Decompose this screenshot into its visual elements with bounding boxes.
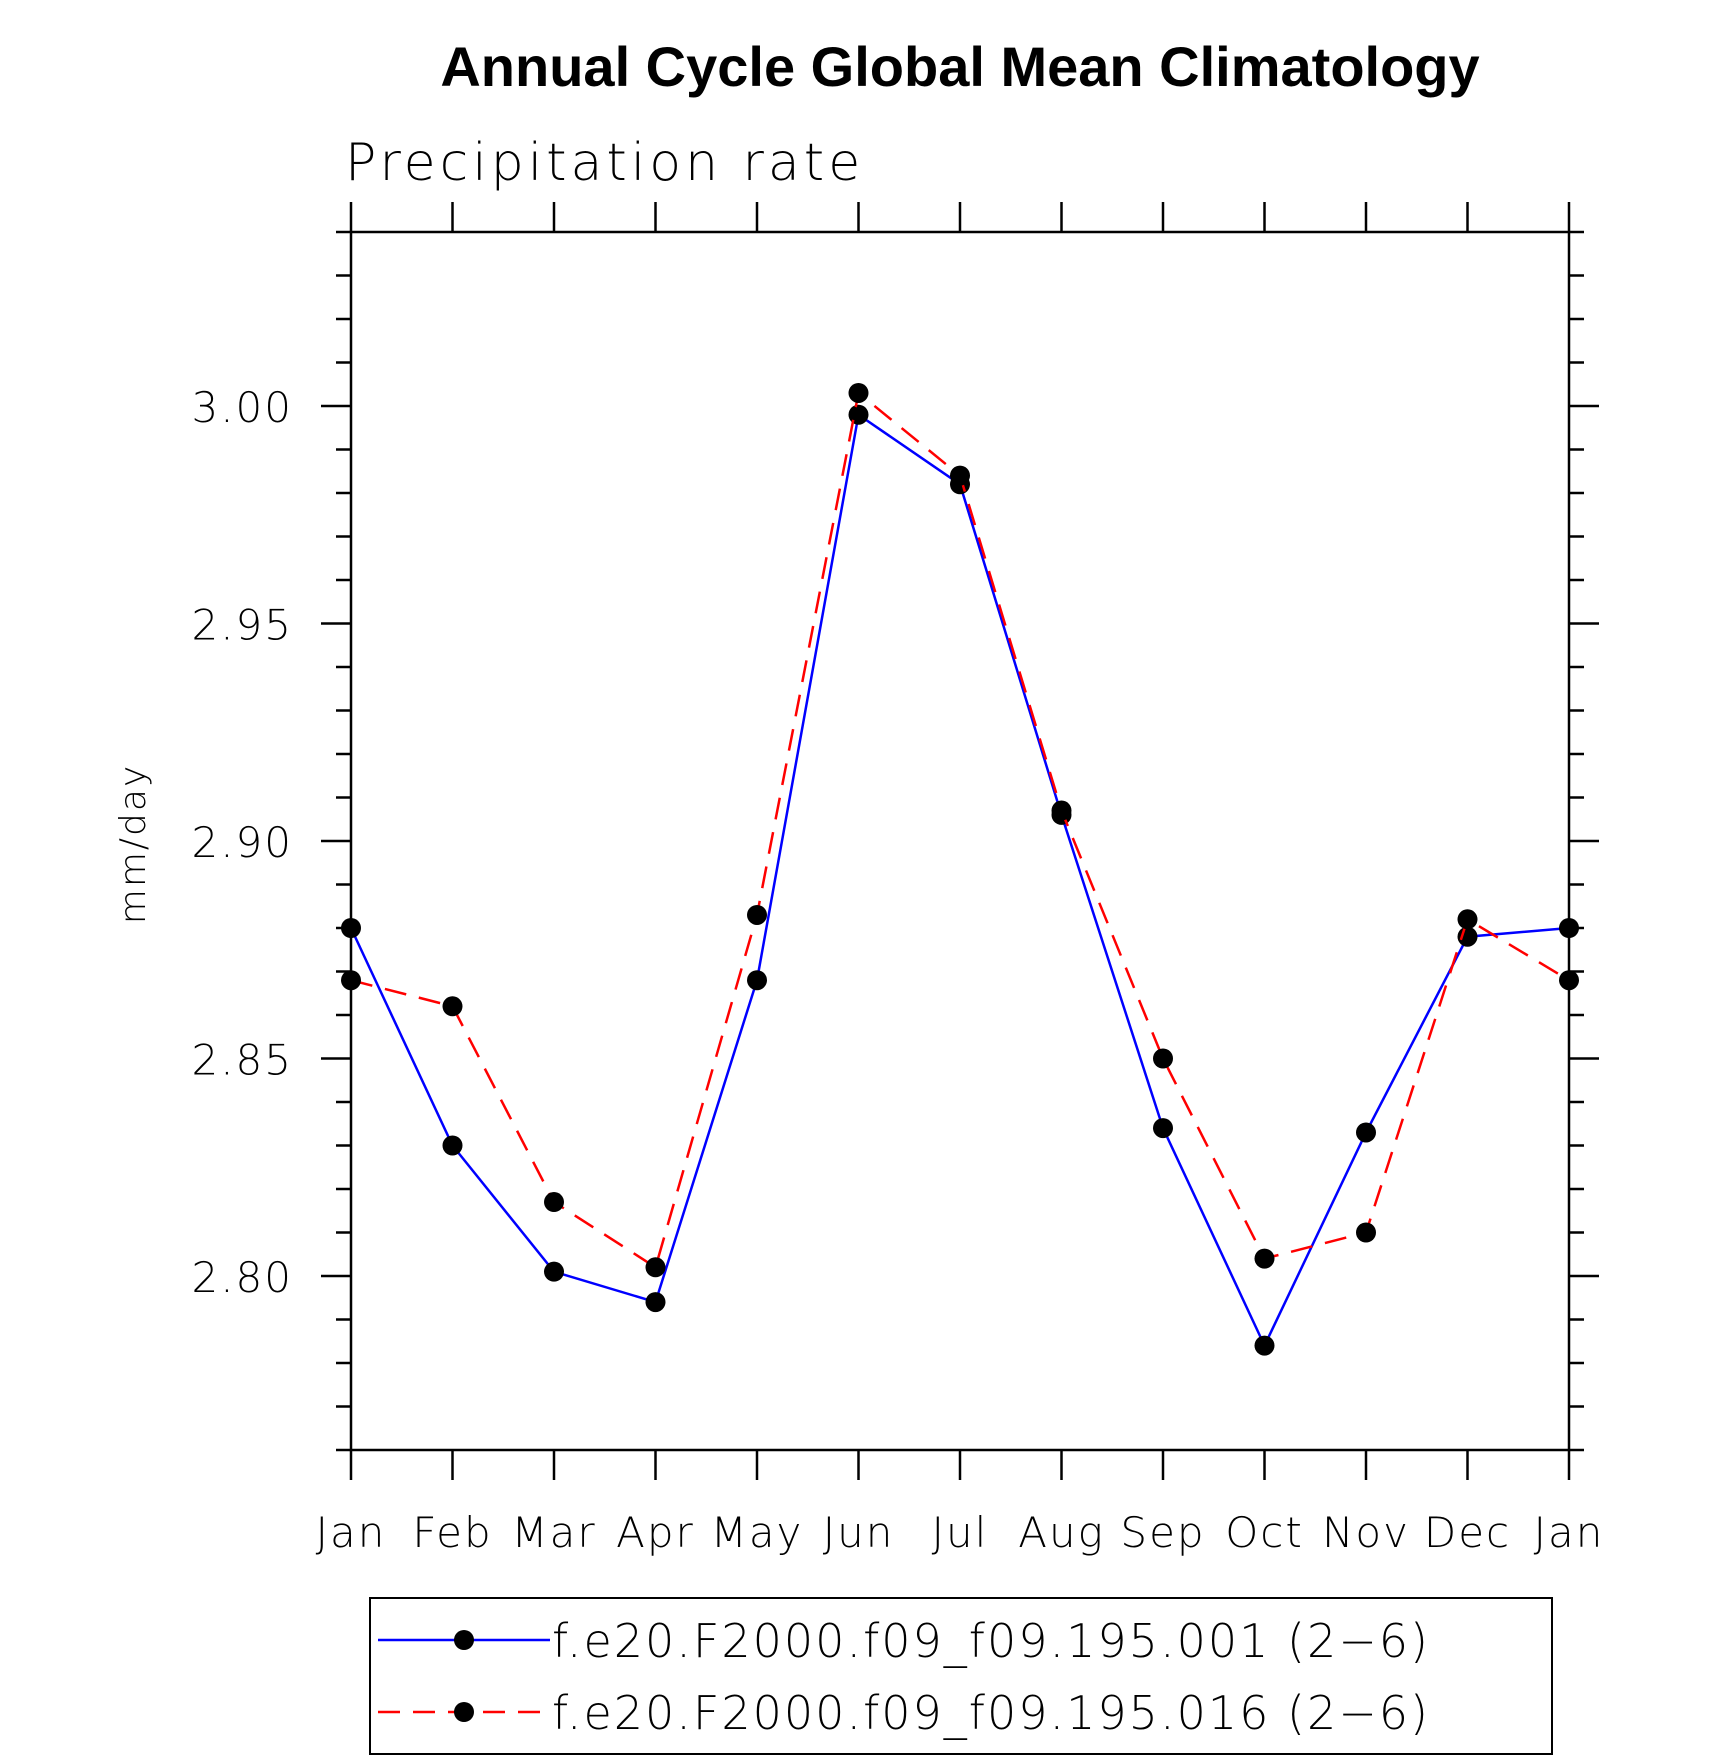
data-point	[747, 904, 767, 925]
data-point	[341, 918, 361, 938]
data-point	[1356, 1222, 1376, 1243]
data-point	[645, 1257, 666, 1278]
y-tick-label: 3.00	[191, 383, 293, 432]
data-series	[341, 382, 1579, 1356]
data-point	[747, 970, 767, 991]
data-point	[1457, 909, 1478, 930]
data-point	[442, 1135, 463, 1156]
x-tick-label: Mar	[511, 1508, 596, 1557]
data-point	[1457, 926, 1478, 947]
x-tick-label: Oct	[1225, 1508, 1304, 1557]
legend-entry-2: f.e20.F2000.f09_f09.195.016 (2−6)	[378, 1686, 1430, 1740]
legend-box	[369, 1597, 1553, 1755]
legend-label: f.e20.F2000.f09_f09.195.016 (2−6)	[552, 1686, 1430, 1740]
x-tick-label: Jun	[823, 1508, 895, 1557]
data-point	[544, 1192, 564, 1213]
data-point	[950, 465, 970, 486]
y-axis-label: mm/day	[113, 764, 154, 924]
data-point	[1559, 970, 1579, 991]
data-point	[1254, 1335, 1275, 1356]
data-point	[341, 970, 361, 991]
data-point	[848, 404, 869, 425]
legend-marker	[454, 1702, 474, 1722]
data-point	[1254, 1248, 1275, 1269]
data-point	[1356, 1122, 1376, 1143]
x-tick-label: Dec	[1424, 1508, 1511, 1557]
legend: f.e20.F2000.f09_f09.195.001 (2−6) f.e20.F…	[369, 1597, 1553, 1755]
x-tick-label: Jan	[316, 1508, 387, 1557]
legend-entry-1: f.e20.F2000.f09_f09.195.001 (2−6)	[378, 1614, 1430, 1668]
data-point	[442, 996, 463, 1017]
chart-title: Annual Cycle Global Mean Climatology	[440, 35, 1479, 98]
x-tick-label: Apr	[616, 1508, 695, 1557]
tick-labels: Jan Feb Mar Apr May Jun Jul Aug Sep Oct Nov Dec Jan 2…	[191, 383, 1605, 1557]
data-point	[1051, 800, 1072, 821]
y-tick-label: 2.90	[191, 818, 293, 867]
series-1	[341, 404, 1579, 1356]
legend-label: f.e20.F2000.f09_f09.195.001 (2−6)	[552, 1614, 1430, 1668]
x-tick-label: Aug	[1018, 1508, 1105, 1557]
tick-marks	[321, 202, 1599, 1480]
x-tick-label: Feb	[412, 1508, 492, 1557]
chart-subtitle: Precipitation rate	[345, 133, 864, 193]
x-tick-label: Sep	[1120, 1508, 1205, 1557]
data-point	[645, 1292, 666, 1313]
legend-marker	[454, 1630, 474, 1650]
y-tick-label: 2.80	[191, 1253, 293, 1302]
data-point	[1153, 1048, 1173, 1069]
series-2	[341, 382, 1579, 1278]
y-tick-label: 2.85	[191, 1036, 293, 1085]
series-line	[350, 390, 1570, 1270]
data-point	[1153, 1118, 1173, 1139]
x-tick-label: Jul	[932, 1508, 989, 1557]
y-tick-label: 2.95	[191, 601, 293, 650]
x-tick-label: Jan	[1534, 1508, 1605, 1557]
x-tick-label: Nov	[1322, 1508, 1410, 1557]
series-line	[349, 412, 1570, 1349]
data-point	[544, 1261, 564, 1282]
plot-frame	[349, 230, 1571, 1452]
data-point	[1559, 918, 1579, 938]
x-tick-label: May	[711, 1508, 804, 1557]
data-point	[848, 382, 869, 403]
